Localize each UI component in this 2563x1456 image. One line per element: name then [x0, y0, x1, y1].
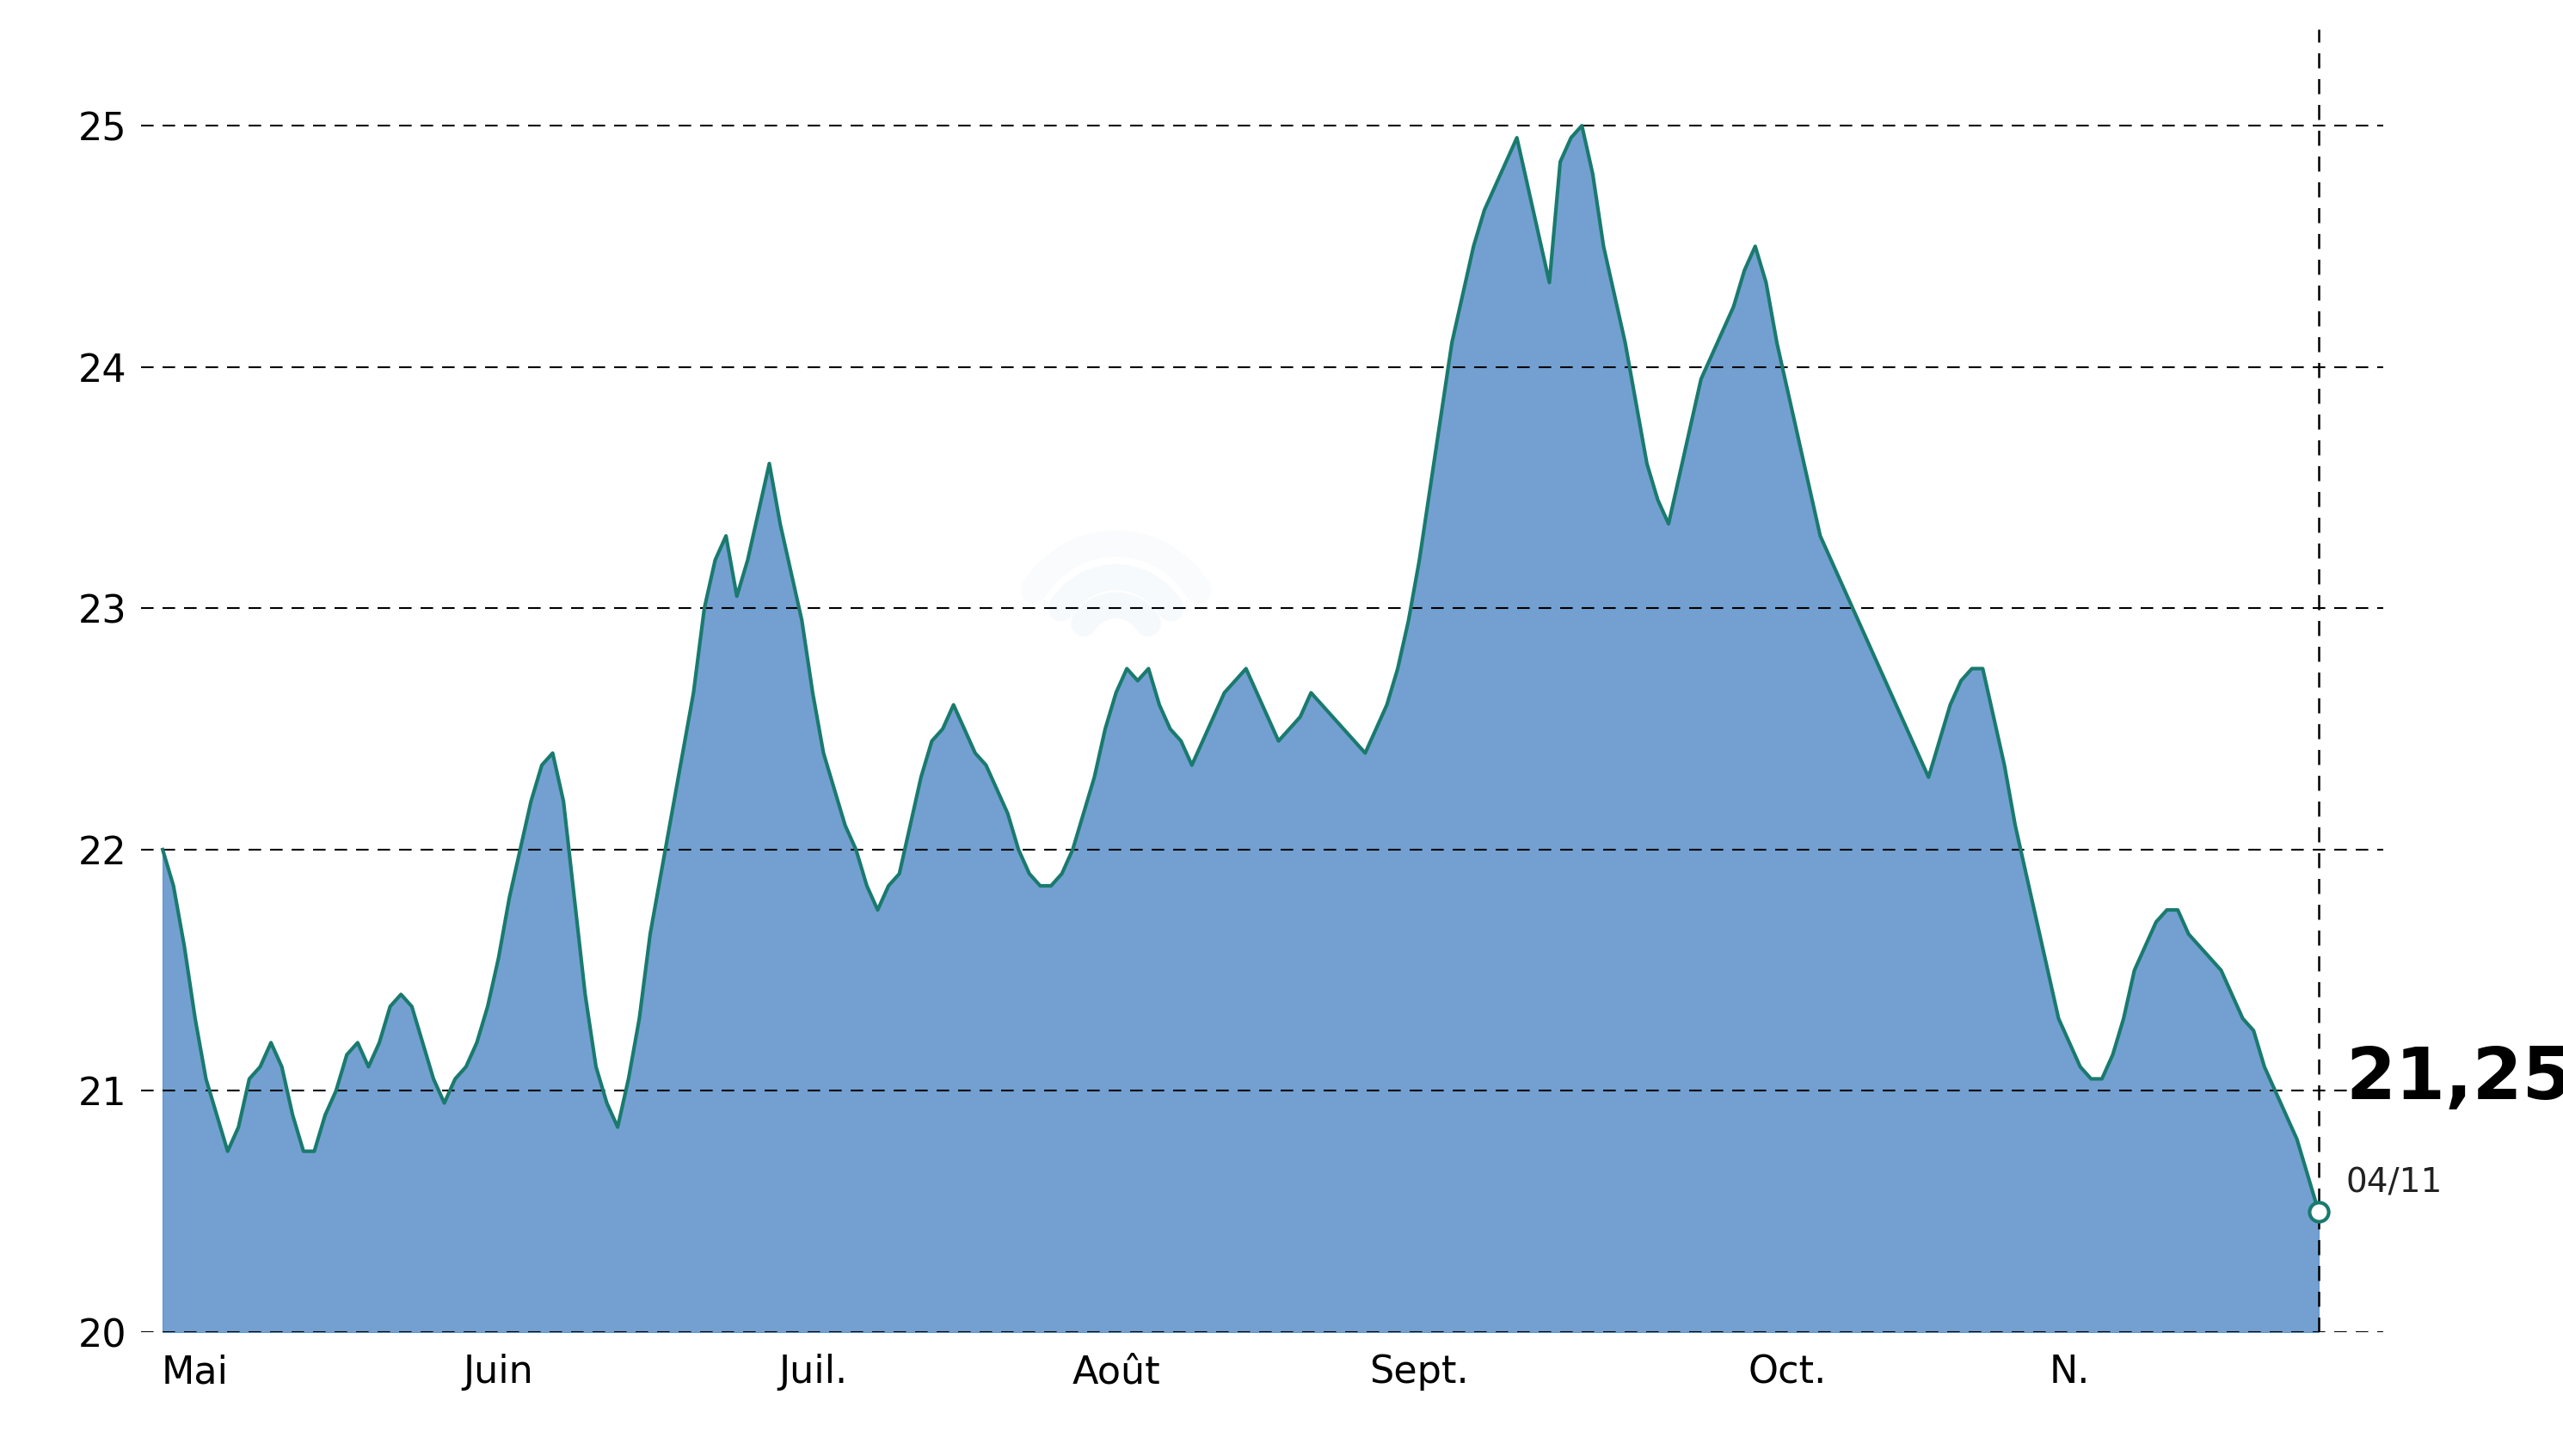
Text: 04/11: 04/11	[2345, 1166, 2443, 1198]
Text: TIKEHAU CAPITAL: TIKEHAU CAPITAL	[810, 17, 1753, 111]
Text: 21,25: 21,25	[2345, 1044, 2563, 1114]
